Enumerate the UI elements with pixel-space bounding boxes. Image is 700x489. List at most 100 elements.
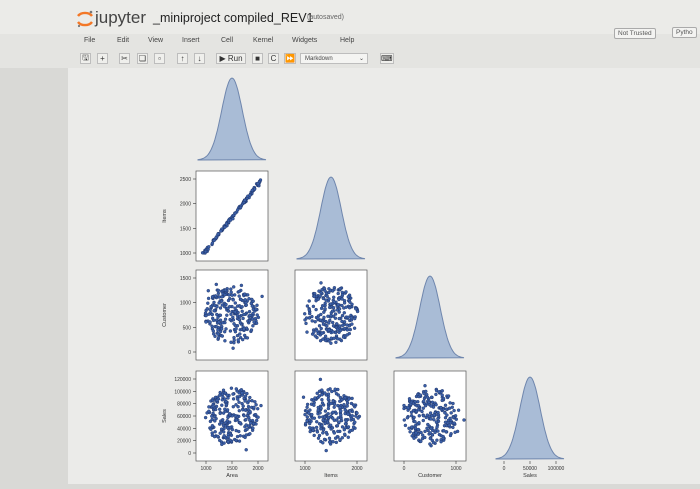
scatter-point	[320, 303, 325, 308]
scatter-point	[307, 418, 312, 422]
scatter-point	[229, 340, 233, 344]
scatter-point	[210, 324, 214, 328]
scatter-point	[334, 322, 339, 326]
scatter-point	[208, 320, 212, 324]
scatter-point	[326, 412, 330, 416]
scatter-point	[443, 416, 448, 420]
x-tick-label: 2000	[252, 466, 263, 472]
scatter-point	[352, 316, 357, 321]
fast-forward-icon[interactable]: ⏩	[284, 53, 296, 64]
menu-view[interactable]: View	[148, 37, 164, 44]
scatter-point	[340, 436, 345, 440]
scatter-point	[237, 429, 241, 434]
scatter-point	[238, 320, 243, 325]
scatter-point	[207, 409, 211, 413]
scatter-point	[307, 421, 312, 426]
scatter-point	[320, 393, 324, 397]
scatter-point	[311, 428, 315, 432]
plus-icon[interactable]: +	[97, 53, 108, 64]
scatter-point	[228, 317, 232, 322]
copy-icon[interactable]: ❏	[137, 53, 148, 64]
scatter-point	[312, 416, 317, 420]
scatter-point	[218, 390, 222, 395]
scatter-point	[323, 409, 328, 413]
keyboard-icon[interactable]: ⌨	[380, 53, 394, 64]
scatter-point	[437, 390, 441, 394]
move-up-icon[interactable]: ↑	[177, 53, 188, 64]
jupyter-logo-icon[interactable]	[74, 8, 96, 30]
scatter-point	[203, 415, 208, 420]
scatter-point	[210, 398, 215, 403]
run-button[interactable]: ▶ Run	[216, 53, 246, 64]
menu-file[interactable]: File	[84, 37, 96, 44]
scatter-point	[237, 304, 242, 308]
menu-help[interactable]: Help	[340, 37, 355, 44]
scatter-point	[307, 411, 311, 415]
scatter-point	[343, 408, 347, 412]
scatter-point	[211, 329, 216, 333]
scatter-point	[444, 407, 449, 411]
x-tick-label: 100000	[548, 466, 565, 472]
cell-type-dropdown[interactable]: Markdown ⌄	[300, 53, 368, 64]
cut-icon[interactable]: ✂	[119, 53, 130, 64]
scatter-point	[339, 409, 343, 413]
scatter-point	[325, 337, 330, 341]
not-trusted-button[interactable]: Not Trusted	[614, 28, 656, 39]
menu-kernel[interactable]: Kernel	[253, 37, 274, 44]
scatter-point	[317, 422, 322, 426]
scatter-point	[321, 431, 325, 435]
scatter-point	[213, 294, 218, 298]
scatter-point	[212, 300, 216, 305]
scatter-point	[207, 312, 211, 316]
scatter-point	[311, 304, 316, 309]
scatter-point	[233, 414, 238, 418]
kernel-indicator[interactable]: Pytho	[672, 27, 697, 38]
scatter-point	[204, 313, 208, 318]
menu-edit[interactable]: Edit	[117, 37, 130, 44]
scatter-point	[225, 313, 229, 317]
scatter-point	[342, 311, 347, 315]
scatter-point	[354, 414, 358, 418]
scatter-point	[232, 338, 236, 342]
scatter-point	[216, 232, 220, 236]
scatter-point	[433, 430, 437, 435]
scatter-point	[342, 326, 347, 331]
scatter-point	[243, 394, 248, 398]
scatter-point	[327, 436, 332, 440]
menu-widgets[interactable]: Widgets	[292, 37, 318, 44]
scatter-point	[429, 395, 434, 399]
save-icon[interactable]: 🖫	[80, 53, 91, 64]
scatter-point	[418, 393, 422, 397]
scatter-point	[237, 317, 241, 322]
y-axis-label-items: Items	[162, 209, 168, 223]
scatter-point	[260, 294, 264, 299]
scatter-point	[427, 400, 431, 405]
scatter-point	[423, 384, 427, 388]
scatter-point	[318, 377, 323, 382]
logo-text[interactable]: jupyter	[95, 8, 147, 27]
menu-cell[interactable]: Cell	[221, 37, 234, 44]
scatter-point	[327, 440, 332, 444]
scatter-point	[237, 394, 242, 399]
scatter-point	[323, 307, 327, 311]
scatter-point	[231, 298, 235, 302]
scatter-point	[234, 327, 238, 331]
stop-icon[interactable]: ■	[252, 53, 263, 64]
menu-insert[interactable]: Insert	[182, 37, 200, 44]
scatter-point	[220, 334, 225, 338]
scatter-point	[225, 419, 230, 423]
scatter-point	[340, 297, 344, 301]
scatter-point	[416, 400, 420, 404]
scatter-point	[348, 428, 353, 433]
move-down-icon[interactable]: ↓	[194, 53, 205, 64]
scatter-point	[436, 429, 440, 433]
scatter-point	[255, 407, 260, 411]
paste-icon[interactable]: ▫	[154, 53, 165, 64]
scatter-points-customer-vs-area	[203, 282, 264, 350]
kde-curve-area	[197, 77, 267, 161]
scatter-point	[218, 411, 222, 416]
notebook-name[interactable]: _miniproject compiled_REV1	[153, 11, 314, 25]
scatter-point	[324, 291, 329, 296]
restart-icon[interactable]: C	[268, 53, 279, 64]
scatter-point	[315, 430, 320, 434]
